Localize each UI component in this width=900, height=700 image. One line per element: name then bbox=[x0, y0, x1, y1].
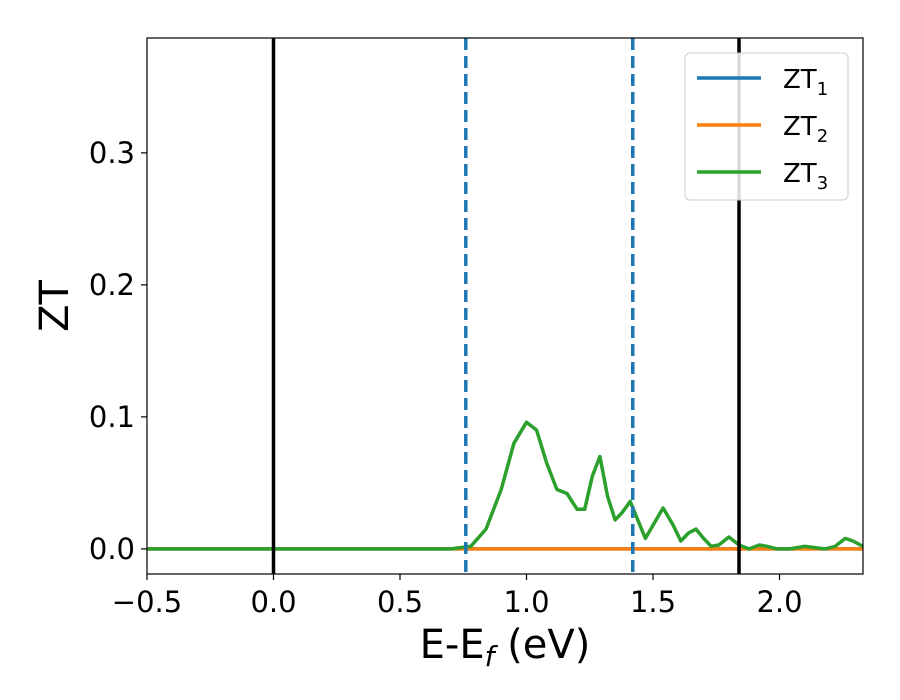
y-axis: 0.0 0.1 0.2 0.3 bbox=[89, 136, 147, 566]
legend-entry-zt1: ZT1 bbox=[697, 65, 828, 100]
x-tick-label: 0.5 bbox=[377, 585, 423, 619]
legend-label: ZT1 bbox=[783, 65, 828, 100]
x-tick-label: 1.0 bbox=[503, 585, 549, 619]
x-axis-label: E-Ef (eV) bbox=[420, 622, 591, 673]
y-tick-label: 0.2 bbox=[89, 268, 135, 302]
legend-entry-zt2: ZT2 bbox=[697, 112, 828, 147]
x-tick-label: 0.0 bbox=[250, 585, 296, 619]
x-axis: −0.5 0.0 0.5 1.0 1.5 2.0 bbox=[112, 574, 803, 619]
legend-label: ZT2 bbox=[783, 112, 828, 147]
plot-area-frame bbox=[146, 37, 864, 575]
x-tick-label: −0.5 bbox=[112, 585, 182, 619]
x-axis-label-unit: (eV) bbox=[494, 622, 590, 668]
y-tick-label: 0.0 bbox=[89, 532, 135, 566]
series-line-zt3 bbox=[147, 420, 863, 551]
x-tick-label: 2.0 bbox=[756, 585, 802, 619]
x-tick-label: 1.5 bbox=[630, 585, 676, 619]
legend-box bbox=[684, 52, 849, 201]
y-axis-label: ZT bbox=[32, 280, 78, 332]
x-axis-label-main: E-E bbox=[420, 622, 485, 668]
legend-label: ZT3 bbox=[783, 159, 828, 194]
y-tick-label: 0.3 bbox=[89, 136, 135, 170]
y-tick-label: 0.1 bbox=[89, 400, 135, 434]
legend-entry-zt3: ZT3 bbox=[697, 159, 828, 194]
legend: ZT1 ZT2 ZT3 bbox=[684, 52, 849, 201]
